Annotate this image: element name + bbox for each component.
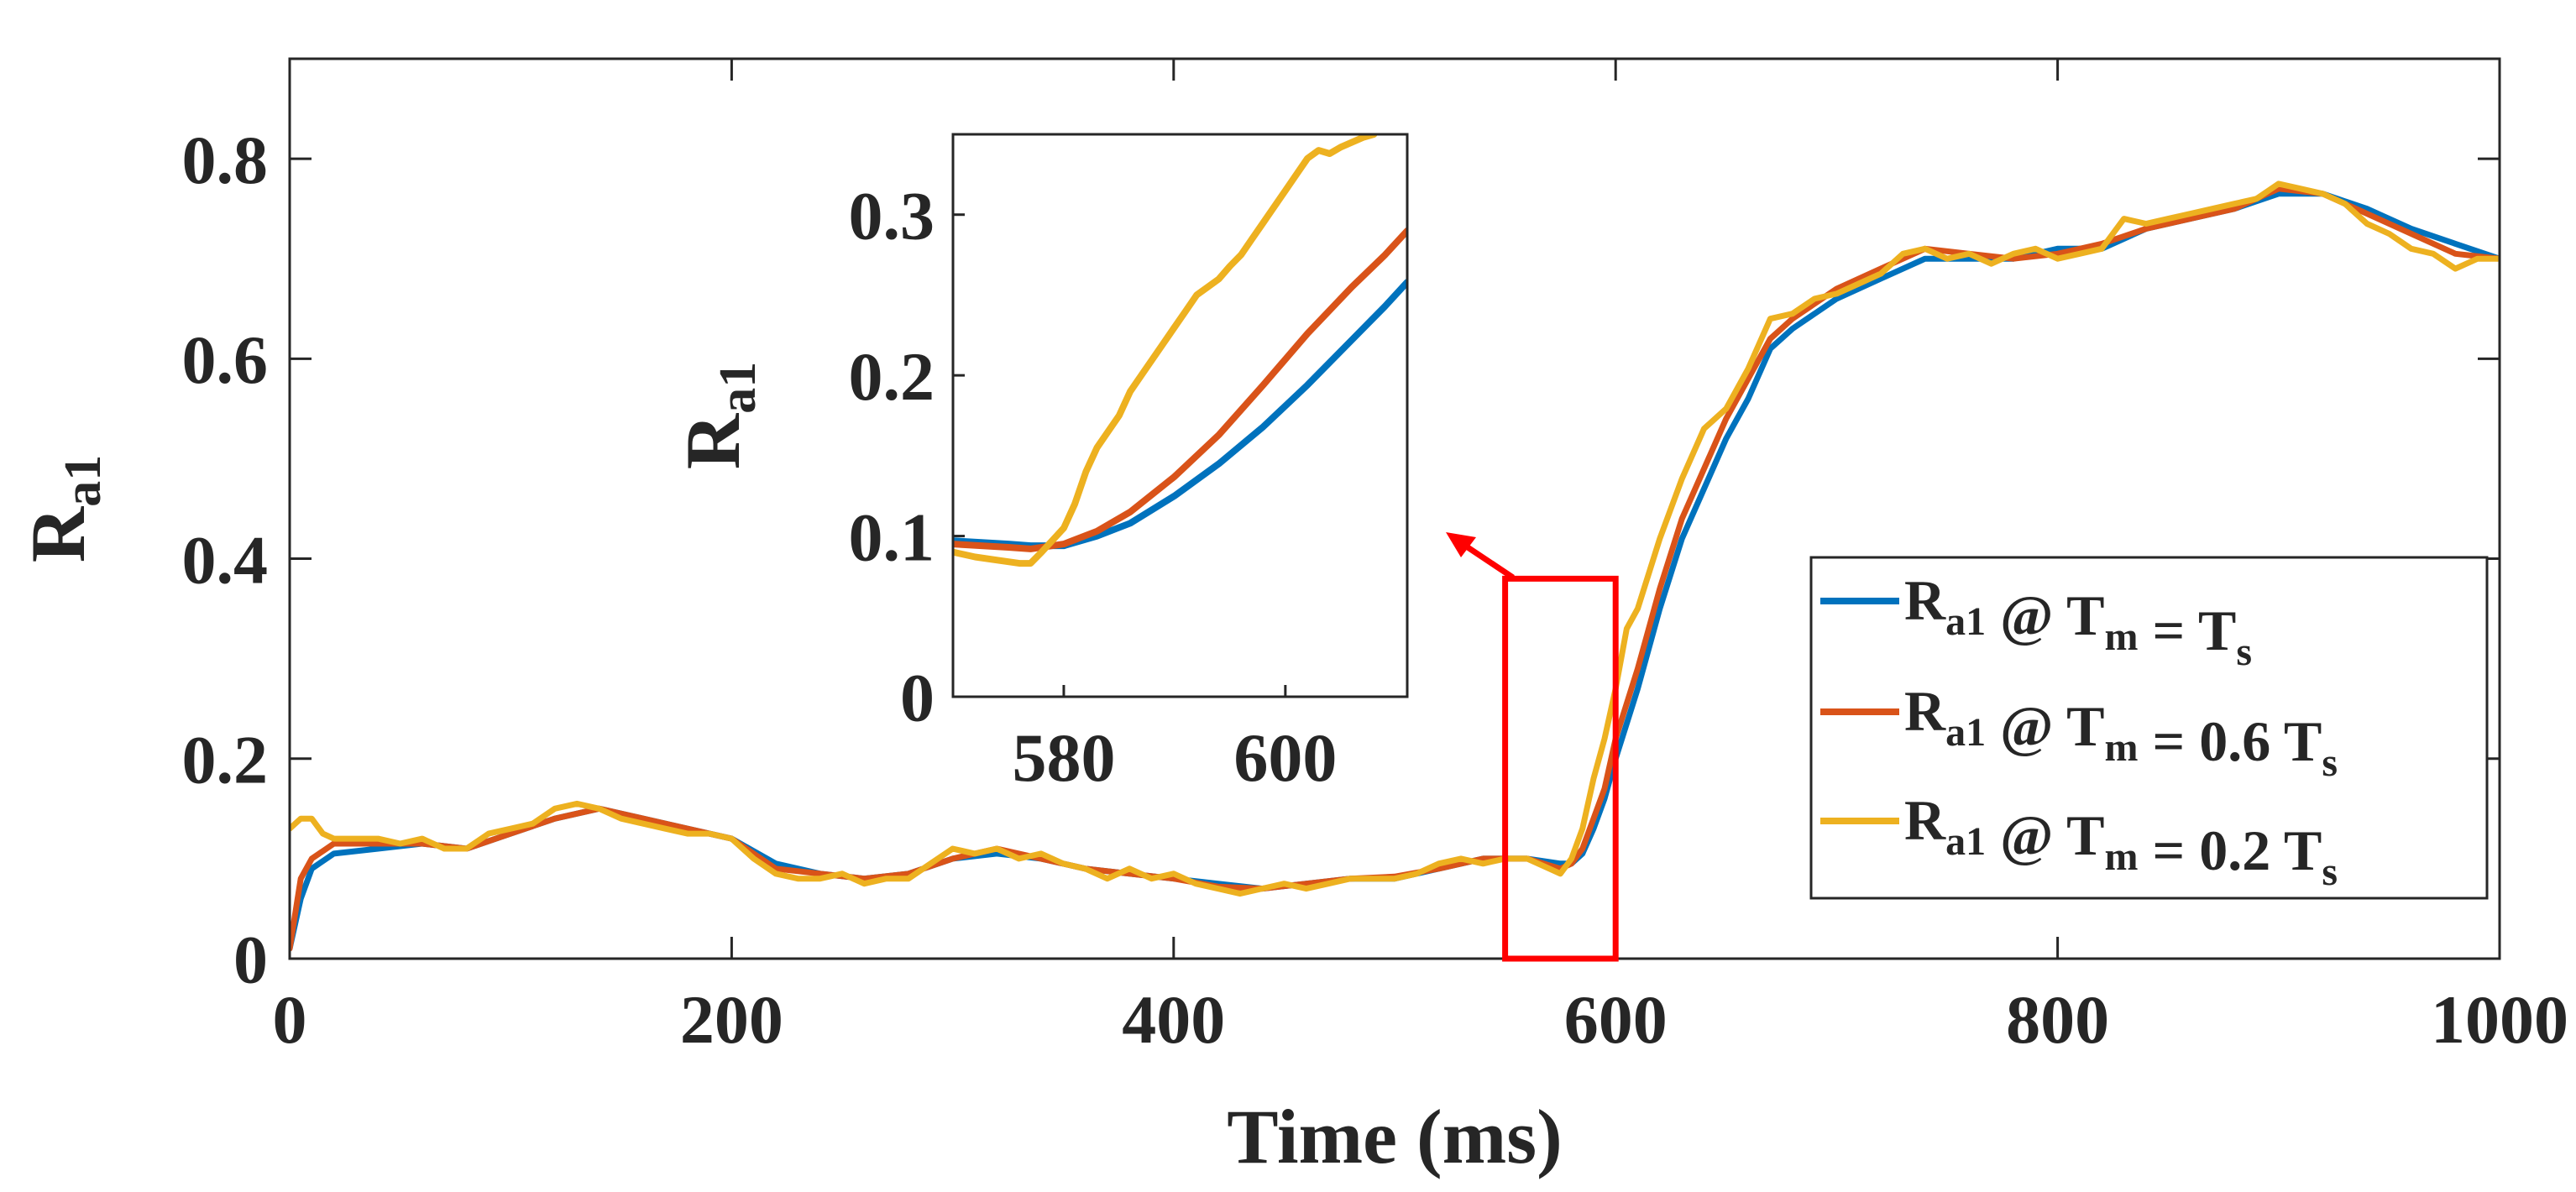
legend-label: Ra1 @ Tm = 0.6 Ts — [1904, 679, 2338, 785]
main-x-tick-label: 400 — [1122, 981, 1225, 1058]
main-y-tick-label: 0 — [233, 922, 268, 998]
main-y-tick-label: 0.2 — [182, 721, 269, 797]
main-series-line-2 — [290, 180, 2500, 897]
inset-axes: 580 600 0 0.1 0.2 0.3 Ra1 — [670, 133, 1409, 796]
main-x-tick-label: 0 — [273, 981, 307, 1058]
main-x-tick-label: 800 — [2006, 981, 2109, 1058]
main-x-tick-label: 200 — [680, 981, 783, 1058]
main-y-tick-label: 0.8 — [182, 122, 269, 198]
zoom-highlight-box — [1502, 575, 1619, 962]
main-axes: 0 200 400 600 800 1000 0 0.2 0.4 0.6 0.8 Time (ms… — [15, 57, 2568, 1179]
main-x-tick-label: 600 — [1564, 981, 1668, 1058]
inset-x-ticks: 580 600 — [1012, 685, 1337, 796]
zoom-arrow — [1461, 541, 1515, 580]
main-x-axis-label: Time (ms) — [1227, 1094, 1562, 1179]
main-y-tick-label: 0.6 — [182, 322, 269, 398]
main-axes-box — [288, 57, 2501, 960]
legend-entry-2: Ra1 @ Tm = 0.2 Ts — [1820, 788, 2338, 894]
main-series-group — [290, 180, 2500, 952]
inset-y-tick-label: 0 — [900, 660, 935, 736]
inset-y-tick-label: 0.3 — [849, 177, 935, 254]
inset-series-group — [953, 134, 1407, 567]
inset-y-tick-label: 0.2 — [849, 338, 935, 415]
main-x-tick-label: 1000 — [2431, 981, 2568, 1058]
inset-series-line-2 — [953, 134, 1378, 567]
legend-entry-0: Ra1 @ Tm = Ts — [1820, 568, 2252, 674]
inset-background — [953, 134, 1407, 697]
main-y-ticks: 0 0.2 0.4 0.6 0.8 — [182, 122, 2500, 998]
legend-box — [1809, 556, 2489, 900]
inset-series-line-1 — [953, 227, 1407, 552]
inset-axes-box — [951, 133, 1409, 698]
inset-x-tick-label: 580 — [1012, 719, 1115, 796]
inset-y-tick-label: 0.1 — [849, 499, 935, 575]
main-y-axis-label: Ra1 — [15, 455, 112, 562]
legend-entry-1: Ra1 @ Tm = 0.6 Ts — [1820, 679, 2338, 785]
legend-label: Ra1 @ Tm = Ts — [1904, 568, 2252, 674]
inset-y-axis-label: Ra1 — [670, 362, 767, 469]
main-y-tick-label: 0.4 — [182, 521, 269, 598]
inset-y-ticks: 0 0.1 0.2 0.3 — [849, 177, 965, 736]
zoom-arrow-head — [1446, 532, 1476, 557]
inset-x-tick-label: 600 — [1233, 719, 1337, 796]
legend-label: Ra1 @ Tm = 0.2 Ts — [1904, 788, 2338, 894]
